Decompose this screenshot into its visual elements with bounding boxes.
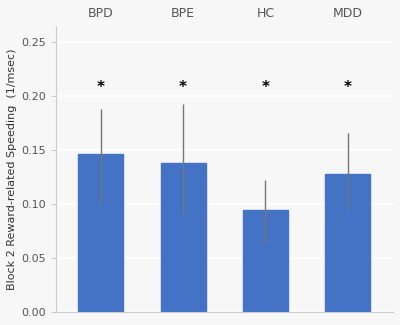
Text: MDD: MDD: [333, 7, 363, 20]
Text: HC: HC: [256, 7, 274, 20]
Text: BPE: BPE: [171, 7, 195, 20]
Bar: [325, 174, 370, 312]
Bar: [243, 210, 288, 312]
Text: *: *: [344, 80, 352, 95]
Y-axis label: Block 2 Reward-related Speeding  (1/msec): Block 2 Reward-related Speeding (1/msec): [7, 48, 17, 290]
Text: BPD: BPD: [88, 7, 114, 20]
Text: *: *: [97, 80, 105, 95]
Bar: [78, 154, 124, 312]
Text: *: *: [179, 80, 187, 95]
Bar: [160, 163, 206, 312]
Text: *: *: [262, 80, 270, 95]
